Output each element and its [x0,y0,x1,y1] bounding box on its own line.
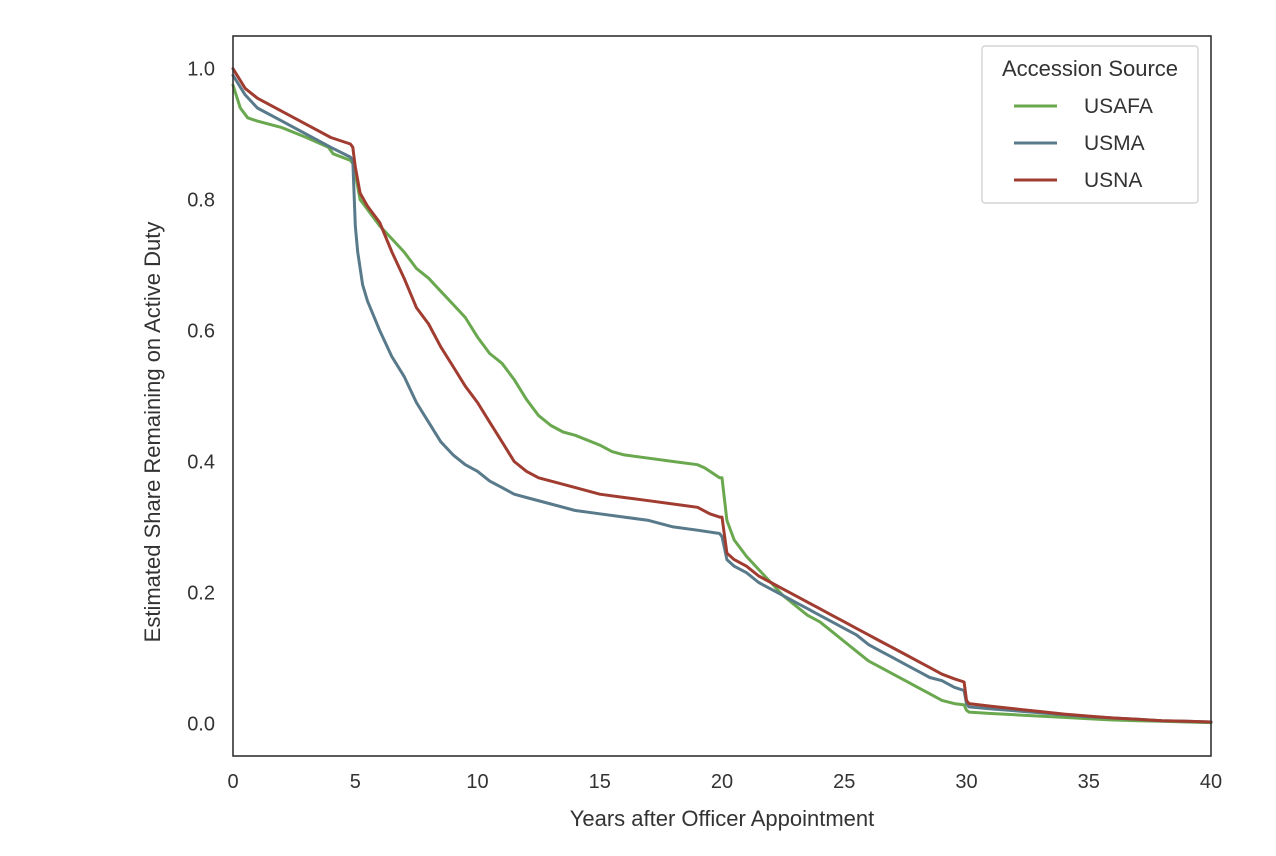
legend-label-usna: USNA [1084,169,1142,192]
y-tick-label: 0.4 [187,451,215,473]
x-axis-ticks: 0 5 10 15 20 25 30 35 40 [227,771,1222,793]
y-tick-label: 1.0 [187,59,215,81]
legend-box [981,45,1199,204]
legend: Accession Source USAFA USMA USNA [981,45,1199,204]
series-line-usafa [231,83,1213,725]
y-tick-label: 0.0 [187,713,215,735]
x-tick-label: 10 [466,771,488,793]
series-line-usma [231,73,1213,724]
x-tick-label: 5 [350,771,361,793]
y-axis-label: Estimated Share Remaining on Active Duty [140,222,165,643]
series-layer [231,67,1213,725]
series-line-usna [231,67,1213,724]
x-tick-label: 15 [589,771,611,793]
legend-label-usma: USMA [1084,132,1145,155]
y-tick-label: 0.8 [187,190,215,212]
x-tick-label: 20 [711,771,733,793]
x-tick-label: 40 [1200,771,1222,793]
legend-items: USAFA USMA USNA [1014,95,1153,192]
legend-title: Accession Source [1002,56,1178,81]
plot-frame [232,35,1212,757]
y-axis-ticks: 0.0 0.2 0.4 0.6 0.8 1.0 [187,59,215,736]
y-tick-label: 0.2 [187,582,215,604]
y-tick-label: 0.6 [187,321,215,343]
x-tick-label: 35 [1078,771,1100,793]
x-axis-label: Years after Officer Appointment [570,806,875,831]
x-tick-label: 25 [833,771,855,793]
legend-label-usafa: USAFA [1084,95,1153,118]
x-tick-label: 30 [955,771,977,793]
x-tick-label: 0 [227,771,238,793]
